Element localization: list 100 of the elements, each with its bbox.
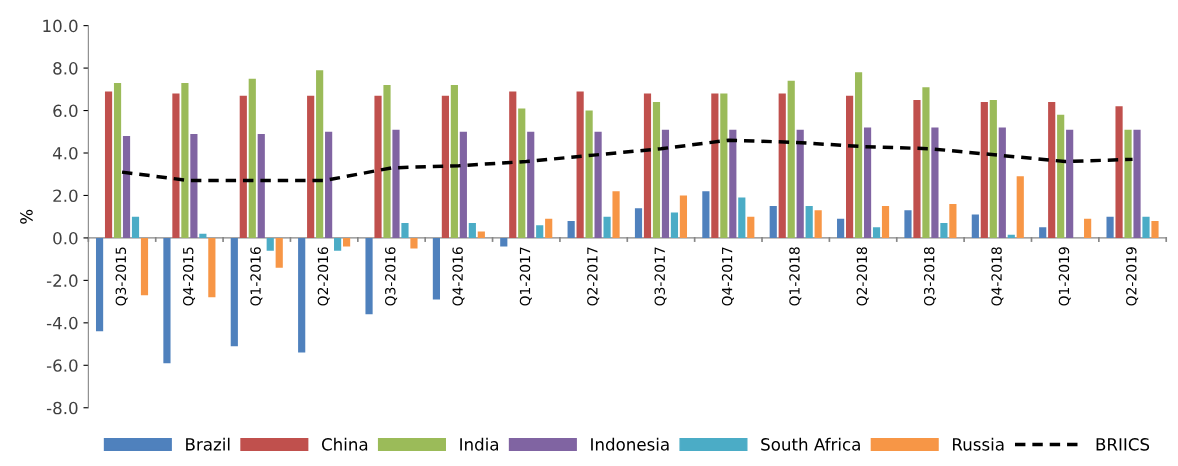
bar bbox=[805, 206, 813, 238]
bar bbox=[163, 237, 171, 364]
bar bbox=[980, 102, 988, 238]
bar bbox=[190, 133, 198, 238]
y-axis-title: % bbox=[20, 209, 33, 224]
bar bbox=[1106, 216, 1114, 238]
bar bbox=[307, 95, 315, 238]
x-tick-label: Q1-2016 bbox=[250, 247, 263, 306]
bar bbox=[720, 93, 728, 238]
bar bbox=[334, 237, 342, 251]
bar bbox=[1007, 234, 1015, 238]
bar bbox=[383, 85, 391, 238]
bar bbox=[846, 95, 854, 238]
x-tick-label: Q4-2015 bbox=[182, 247, 196, 306]
bar bbox=[634, 208, 643, 238]
bar bbox=[872, 227, 881, 238]
bar bbox=[518, 108, 526, 238]
bar bbox=[661, 129, 670, 238]
bar bbox=[729, 129, 737, 238]
bar bbox=[881, 206, 890, 238]
y-tick-label: -4.0 bbox=[46, 316, 78, 330]
y-tick-label: 8.0 bbox=[53, 62, 78, 75]
bar bbox=[576, 91, 584, 238]
y-tick-label: -8.0 bbox=[46, 401, 78, 415]
legend-label: South Africa bbox=[761, 437, 860, 451]
bar bbox=[432, 237, 441, 300]
x-tick-label: Q3-2017 bbox=[654, 247, 667, 306]
x-tick-label: Q2-2016 bbox=[317, 247, 330, 306]
x-tick-label: Q4-2018 bbox=[991, 247, 1004, 306]
bar bbox=[275, 237, 283, 268]
bar bbox=[971, 214, 979, 238]
bar bbox=[122, 136, 131, 238]
bar bbox=[468, 223, 476, 238]
legend-label: Indonesia bbox=[591, 437, 669, 451]
bar bbox=[1124, 129, 1132, 238]
x-tick-label: Q1-2019 bbox=[1058, 247, 1071, 306]
y-tick-label: 6.0 bbox=[53, 104, 78, 118]
bar bbox=[594, 131, 602, 238]
bar bbox=[778, 93, 786, 238]
bar bbox=[500, 237, 508, 247]
bar bbox=[837, 218, 845, 238]
bar bbox=[199, 233, 207, 238]
bar bbox=[643, 93, 652, 238]
bar bbox=[603, 216, 611, 238]
bar bbox=[585, 110, 593, 238]
bar bbox=[459, 131, 467, 238]
bar bbox=[410, 237, 418, 249]
x-tick-label: Q2-2019 bbox=[1126, 247, 1139, 306]
bar bbox=[1115, 106, 1123, 238]
bar bbox=[1151, 220, 1159, 238]
bar bbox=[904, 210, 912, 238]
bar bbox=[913, 99, 921, 238]
bar bbox=[814, 210, 822, 238]
bar bbox=[931, 127, 939, 238]
bar bbox=[1016, 176, 1024, 238]
bar bbox=[1057, 114, 1065, 238]
legend-label: BRIICS bbox=[1096, 438, 1150, 451]
x-tick-label: Q4-2016 bbox=[452, 247, 465, 306]
bar bbox=[854, 72, 863, 238]
y-tick-label: 4.0 bbox=[52, 146, 78, 160]
bar bbox=[298, 237, 306, 353]
bar bbox=[113, 82, 122, 238]
legend-label: Russia bbox=[953, 437, 1004, 451]
legend-label: Brazil bbox=[186, 437, 230, 451]
bar bbox=[711, 93, 719, 238]
bar bbox=[1084, 218, 1092, 238]
bar bbox=[738, 197, 746, 238]
y-tick-label: 10.0 bbox=[43, 19, 78, 33]
y-tick-label: 2.0 bbox=[53, 189, 78, 203]
y-tick-label: -2.0 bbox=[46, 274, 78, 287]
y-tick-label: 0.0 bbox=[53, 231, 78, 245]
legend-label: China bbox=[321, 437, 368, 451]
bar bbox=[239, 95, 247, 238]
bar bbox=[208, 237, 216, 298]
bar bbox=[702, 191, 710, 238]
x-tick-label: Q3-2018 bbox=[923, 247, 937, 306]
bar bbox=[998, 127, 1006, 238]
x-tick-label: Q3-2015 bbox=[115, 247, 128, 306]
y-tick-label: -6.0 bbox=[46, 359, 78, 372]
bar bbox=[266, 237, 274, 251]
bar bbox=[787, 80, 795, 238]
bar bbox=[769, 206, 777, 238]
bar bbox=[257, 133, 265, 238]
bar bbox=[527, 131, 535, 238]
bar bbox=[1039, 227, 1047, 238]
bar bbox=[95, 237, 104, 332]
bar bbox=[325, 131, 333, 238]
bar bbox=[1142, 216, 1150, 238]
bar bbox=[450, 85, 458, 238]
bar bbox=[922, 87, 930, 238]
bar bbox=[796, 129, 804, 238]
bar bbox=[612, 191, 620, 238]
bar bbox=[940, 223, 948, 238]
line-series bbox=[120, 138, 1135, 183]
bar bbox=[140, 237, 149, 296]
legend-label: India bbox=[460, 437, 499, 451]
bar bbox=[567, 220, 575, 238]
bar bbox=[670, 212, 679, 238]
bar bbox=[536, 225, 544, 238]
x-tick-label: Q1-2017 bbox=[519, 247, 532, 306]
